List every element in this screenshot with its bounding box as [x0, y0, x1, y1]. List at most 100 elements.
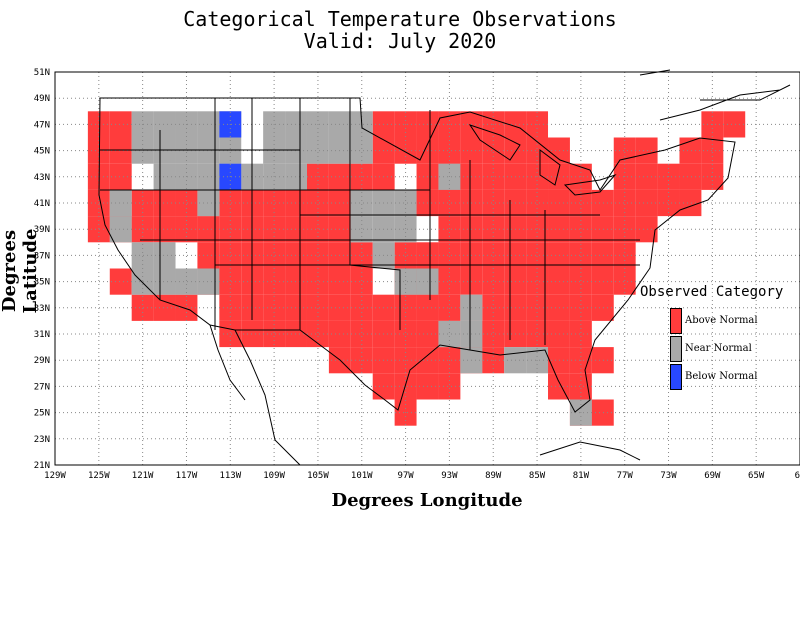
cell-near-normal — [197, 137, 220, 164]
y-tick-label: 49N — [34, 94, 50, 104]
cell-above-normal — [569, 373, 592, 400]
cell-near-normal — [394, 216, 417, 243]
cell-above-normal — [591, 242, 614, 269]
cell-above-normal — [635, 216, 658, 243]
cell-near-normal — [197, 189, 220, 217]
cell-above-normal — [635, 189, 658, 217]
map-subtitle: Valid: July 2020 — [303, 29, 497, 53]
cell-above-normal — [350, 268, 373, 295]
cell-above-normal — [548, 294, 570, 321]
x-tick-label: 81W — [573, 471, 590, 481]
cell-above-normal — [263, 320, 286, 348]
cell-above-normal — [591, 399, 614, 426]
x-tick-label: 89W — [485, 471, 502, 481]
cell-above-normal — [613, 268, 636, 295]
cell-above-normal — [701, 137, 724, 164]
cell-above-normal — [219, 320, 242, 348]
y-tick-label: 35N — [34, 278, 50, 288]
x-tick-label: 77W — [617, 471, 634, 481]
cell-above-normal — [526, 216, 549, 243]
y-tick-label: 25N — [34, 409, 50, 419]
cell-above-normal — [548, 216, 570, 243]
cell-above-normal — [569, 216, 592, 243]
y-tick-label: 43N — [34, 173, 50, 183]
cell-above-normal — [438, 268, 461, 295]
lat-lon-gridlines — [54, 71, 800, 466]
cell-above-normal — [482, 189, 505, 217]
cell-above-normal — [285, 242, 307, 269]
cell-above-normal — [613, 189, 636, 217]
cell-near-normal — [153, 268, 176, 295]
cell-above-normal — [197, 216, 220, 243]
cell-above-normal — [306, 320, 329, 348]
y-axis-label: Degrees Latitude — [0, 228, 41, 314]
cell-above-normal — [197, 242, 220, 269]
cell-above-normal — [131, 294, 154, 321]
cell-near-normal — [306, 137, 329, 164]
x-tick-label: 109W — [263, 471, 285, 481]
cell-above-normal — [109, 163, 132, 190]
cell-above-normal — [569, 189, 592, 217]
cell-above-normal — [526, 137, 549, 164]
cell-above-normal — [109, 268, 132, 295]
cell-above-normal — [306, 242, 329, 269]
cell-above-normal — [350, 242, 373, 269]
map-title: Categorical Temperature Observations — [183, 7, 617, 31]
cell-near-normal — [350, 137, 373, 164]
cell-above-normal — [548, 268, 570, 295]
cell-near-normal — [153, 242, 176, 269]
cell-near-normal — [109, 189, 132, 217]
legend-label-above: Above Normal — [685, 315, 758, 326]
cell-above-normal — [591, 294, 614, 321]
cell-above-normal — [306, 268, 329, 295]
cell-above-normal — [219, 268, 242, 295]
cell-near-normal — [131, 242, 154, 269]
cell-above-normal — [219, 294, 242, 321]
cell-above-normal — [285, 216, 307, 243]
cell-above-normal — [438, 373, 461, 400]
cell-above-normal — [591, 189, 614, 217]
cell-above-normal — [526, 268, 549, 295]
cell-above-normal — [635, 137, 658, 164]
cell-above-normal — [569, 294, 592, 321]
cell-above-normal — [569, 242, 592, 269]
cell-above-normal — [153, 216, 176, 243]
cell-above-normal — [482, 268, 505, 295]
y-tick-label: 29N — [34, 356, 50, 366]
cell-above-normal — [219, 242, 242, 269]
cell-above-normal — [350, 294, 373, 321]
baja-coast — [209, 324, 246, 401]
cell-above-normal — [175, 294, 198, 321]
x-tick-label: 97W — [397, 471, 414, 481]
cell-near-normal — [175, 268, 198, 295]
cell-above-normal — [526, 242, 549, 269]
cell-near-normal — [197, 111, 220, 138]
y-tick-label: 39N — [34, 225, 50, 235]
cell-above-normal — [263, 189, 286, 217]
y-tick-label: 27N — [34, 382, 50, 392]
cell-near-normal — [131, 137, 154, 164]
x-tick-label: 93W — [441, 471, 458, 481]
x-tick-label: 129W — [44, 471, 66, 481]
x-tick-label: 113W — [219, 471, 241, 481]
cell-above-normal — [548, 320, 570, 348]
x-tick-label: 105W — [307, 471, 329, 481]
cell-near-normal — [109, 216, 132, 243]
cell-above-normal — [153, 189, 176, 217]
x-axis-label: Degrees Longitude — [331, 490, 523, 511]
cell-above-normal — [263, 268, 286, 295]
cell-above-normal — [131, 216, 154, 243]
x-tick-label: 125W — [88, 471, 110, 481]
cell-near-normal — [175, 137, 198, 164]
cell-above-normal — [438, 242, 461, 269]
cell-near-normal — [350, 189, 373, 217]
cell-near-normal — [197, 268, 220, 295]
y-tick-label: 31N — [34, 330, 50, 340]
cell-above-normal — [109, 137, 132, 164]
y-tick-labels: 21N 23N 25N 27N 29N 31N 33N 35N 37N 39N 41N 43N 45N 4… — [34, 68, 50, 471]
cell-near-normal — [285, 111, 307, 138]
cell-above-normal — [306, 189, 329, 217]
cell-near-normal — [263, 137, 286, 164]
x-tick-label: 65W — [748, 471, 765, 481]
cell-above-normal — [263, 294, 286, 321]
